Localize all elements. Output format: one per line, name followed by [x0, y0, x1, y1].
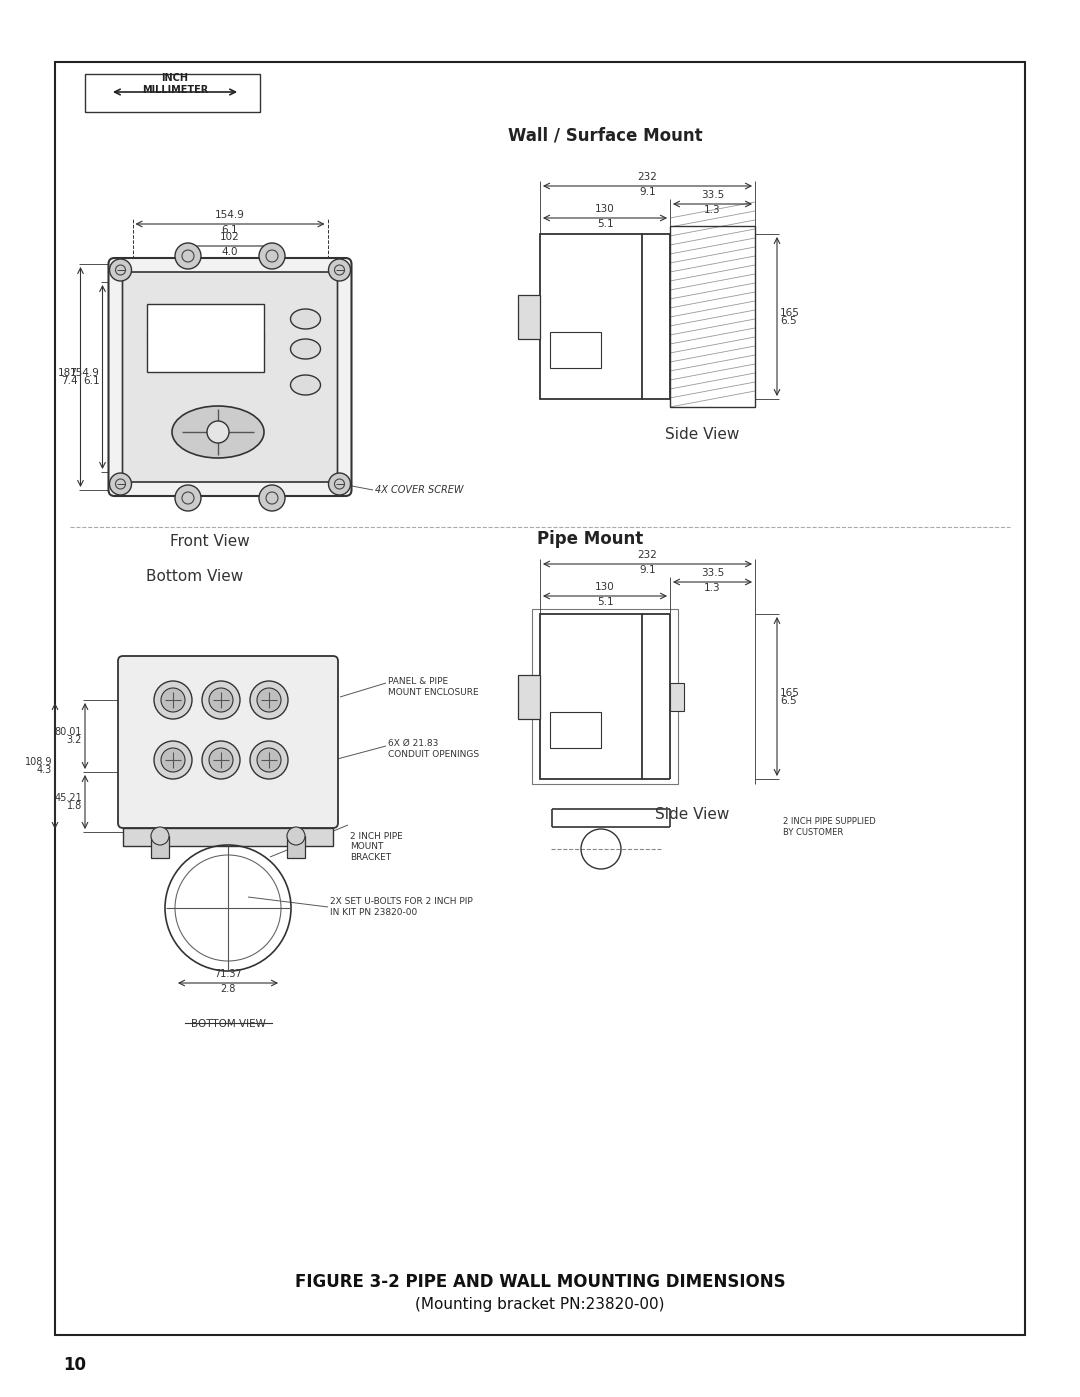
Text: 165: 165 — [780, 307, 800, 317]
Bar — [518, 675, 540, 718]
Text: 6.5: 6.5 — [780, 696, 797, 705]
Text: Side View: Side View — [654, 807, 729, 821]
Bar — [532, 609, 678, 784]
Text: BOTTOM VIEW: BOTTOM VIEW — [190, 1018, 266, 1030]
Circle shape — [175, 243, 201, 270]
Text: Bottom View: Bottom View — [147, 569, 244, 584]
Circle shape — [175, 485, 201, 511]
Text: 6.1: 6.1 — [221, 225, 239, 235]
Text: (Mounting bracket PN:23820-00): (Mounting bracket PN:23820-00) — [415, 1296, 665, 1312]
Text: 2.8: 2.8 — [220, 983, 235, 995]
Text: 71.37: 71.37 — [214, 970, 242, 979]
Circle shape — [210, 747, 233, 773]
Circle shape — [207, 420, 229, 443]
Circle shape — [210, 687, 233, 712]
Text: PANEL & PIPE
MOUNT ENCLOSURE: PANEL & PIPE MOUNT ENCLOSURE — [388, 678, 478, 697]
Circle shape — [249, 680, 288, 719]
Text: 154.9: 154.9 — [69, 367, 99, 379]
Circle shape — [154, 740, 192, 780]
Text: 5.1: 5.1 — [596, 597, 613, 608]
Text: 2 INCH PIPE SUPPLIED
BY CUSTOMER: 2 INCH PIPE SUPPLIED BY CUSTOMER — [783, 817, 876, 837]
Text: 4.0: 4.0 — [221, 247, 239, 257]
Circle shape — [202, 740, 240, 780]
Circle shape — [109, 258, 132, 281]
Text: 4X COVER SCREW: 4X COVER SCREW — [375, 485, 463, 495]
Text: 33.5: 33.5 — [701, 569, 724, 578]
Text: 9.1: 9.1 — [639, 187, 656, 197]
FancyBboxPatch shape — [122, 272, 337, 482]
Text: 130: 130 — [595, 204, 615, 214]
Bar — [147, 332, 264, 341]
Text: 6.1: 6.1 — [83, 376, 99, 386]
Text: 7.4: 7.4 — [60, 376, 78, 386]
Text: MILLIMETER: MILLIMETER — [141, 85, 208, 95]
Circle shape — [151, 827, 168, 845]
Text: 45.21: 45.21 — [54, 793, 82, 803]
Ellipse shape — [291, 339, 321, 359]
Text: 232: 232 — [637, 172, 658, 182]
Text: 2 INCH PIPE
MOUNT
BRACKET: 2 INCH PIPE MOUNT BRACKET — [350, 833, 403, 862]
Text: 1.3: 1.3 — [704, 205, 720, 215]
Text: 130: 130 — [595, 583, 615, 592]
Bar — [540, 615, 642, 780]
Bar — [123, 828, 333, 847]
Circle shape — [257, 747, 281, 773]
Text: 232: 232 — [637, 550, 658, 560]
Circle shape — [154, 680, 192, 719]
Bar — [55, 61, 1025, 1336]
Text: 1.8: 1.8 — [67, 800, 82, 812]
FancyBboxPatch shape — [108, 258, 351, 496]
Text: 187: 187 — [57, 367, 78, 379]
Bar — [550, 331, 600, 367]
Text: 80.01: 80.01 — [54, 726, 82, 738]
Text: 3.2: 3.2 — [67, 735, 82, 745]
Bar — [540, 235, 642, 400]
Text: Front View: Front View — [171, 534, 249, 549]
Bar — [670, 226, 755, 407]
Text: 6.5: 6.5 — [780, 316, 797, 326]
Text: Pipe Mount: Pipe Mount — [537, 529, 643, 548]
Text: 1.3: 1.3 — [704, 583, 720, 592]
Bar — [151, 835, 168, 858]
Text: INCH: INCH — [162, 73, 189, 82]
Text: FIGURE 3-2 PIPE AND WALL MOUNTING DIMENSIONS: FIGURE 3-2 PIPE AND WALL MOUNTING DIMENS… — [295, 1273, 785, 1291]
Bar — [147, 303, 264, 372]
Circle shape — [257, 687, 281, 712]
FancyBboxPatch shape — [118, 657, 338, 828]
Circle shape — [249, 740, 288, 780]
Ellipse shape — [291, 374, 321, 395]
Circle shape — [287, 827, 305, 845]
Text: 165: 165 — [780, 687, 800, 697]
Circle shape — [328, 258, 351, 281]
Bar — [550, 711, 600, 747]
Text: 5.1: 5.1 — [596, 219, 613, 229]
Text: 108.9: 108.9 — [25, 757, 52, 767]
Circle shape — [328, 474, 351, 495]
Circle shape — [161, 687, 185, 712]
Bar — [287, 835, 305, 858]
Circle shape — [161, 747, 185, 773]
Text: 33.5: 33.5 — [701, 190, 724, 200]
Text: 6X Ø 21.83
CONDUIT OPENINGS: 6X Ø 21.83 CONDUIT OPENINGS — [388, 739, 480, 759]
Text: 102: 102 — [220, 232, 240, 242]
Circle shape — [259, 243, 285, 270]
Circle shape — [109, 474, 132, 495]
Text: 2X SET U-BOLTS FOR 2 INCH PIP
IN KIT PN 23820-00: 2X SET U-BOLTS FOR 2 INCH PIP IN KIT PN … — [330, 897, 473, 916]
Circle shape — [202, 680, 240, 719]
Ellipse shape — [172, 407, 264, 458]
Text: 154.9: 154.9 — [215, 210, 245, 219]
Bar — [670, 683, 684, 711]
Bar — [518, 295, 540, 338]
Circle shape — [259, 485, 285, 511]
Bar — [85, 74, 260, 112]
Text: 4.3: 4.3 — [37, 766, 52, 775]
Text: 9.1: 9.1 — [639, 564, 656, 576]
Text: Wall / Surface Mount: Wall / Surface Mount — [508, 126, 703, 144]
Text: Side View: Side View — [665, 427, 739, 441]
Text: 10: 10 — [64, 1356, 86, 1375]
Ellipse shape — [291, 309, 321, 330]
